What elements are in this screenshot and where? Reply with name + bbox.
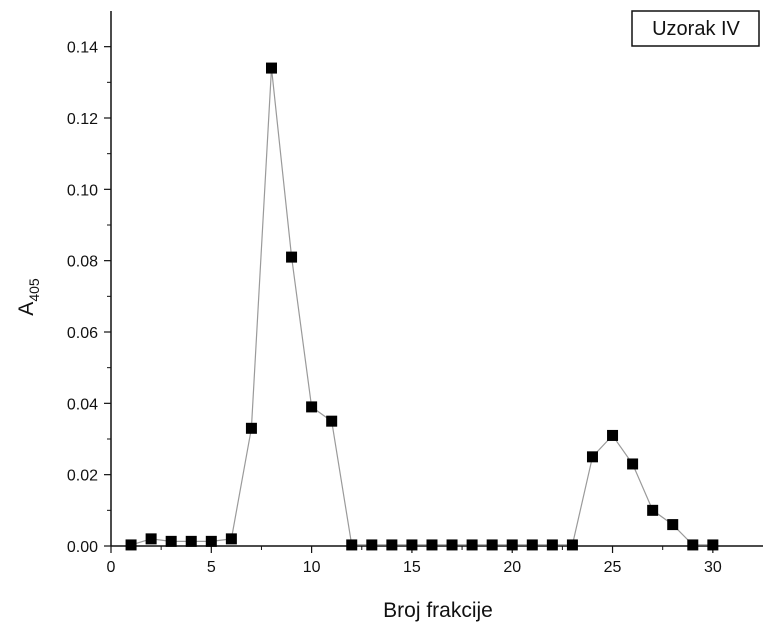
series-polyline [130, 68, 713, 546]
data-point [586, 451, 598, 463]
axes: 0.00 0.02 0.04 0.06 0.08 0.10 0.12 0.14 0 5 10 15 20… [67, 11, 763, 576]
y-tick-label: 0.06 [67, 325, 98, 342]
data-point [546, 539, 558, 551]
y-tick-label: 0.08 [67, 254, 98, 271]
data-point [667, 519, 679, 531]
data-point [486, 539, 498, 551]
x-tick-label: 5 [207, 559, 216, 576]
data-point [326, 415, 338, 427]
data-point [446, 539, 458, 551]
legend-box [631, 10, 760, 47]
data-point [366, 539, 378, 551]
x-tick-label: 15 [403, 559, 421, 576]
data-point [607, 429, 619, 441]
legend: Uzorak IV [631, 10, 760, 47]
y-tick-label: 0.04 [67, 396, 98, 413]
y-tick-label: 0.14 [67, 40, 98, 57]
y-tick-label: 0.10 [67, 182, 98, 199]
data-point [627, 458, 639, 470]
data-point [426, 539, 438, 551]
data-point [145, 533, 157, 545]
x-axis-title: Broj frakcije [383, 599, 493, 622]
data-point [306, 401, 318, 413]
x-tick-label: 30 [704, 559, 722, 576]
data-point [406, 539, 418, 551]
data-point [687, 539, 699, 551]
legend-label: Uzorak IV [652, 18, 740, 40]
data-point [566, 539, 578, 551]
y-tick-label: 0.02 [67, 468, 98, 485]
data-point [647, 504, 659, 516]
data-point [225, 533, 237, 545]
data-point [346, 539, 358, 551]
data-point [707, 539, 719, 551]
data-point [265, 62, 277, 74]
data-point [466, 539, 478, 551]
data-point [205, 535, 217, 547]
x-tick-label: 20 [503, 559, 521, 576]
data-point [286, 251, 298, 263]
data-point [165, 535, 177, 547]
data-point [386, 539, 398, 551]
y-tick-label: 0.12 [67, 111, 98, 128]
data-point [185, 535, 197, 547]
x-tick-label: 10 [303, 559, 321, 576]
data-point [506, 539, 518, 551]
y-tick-label: 0.00 [67, 539, 98, 556]
y-axis-title-subscript: 405 [26, 278, 42, 302]
data-point [526, 539, 538, 551]
series-line [130, 68, 713, 546]
svg-text:A405: A405 [15, 278, 42, 316]
data-point [125, 539, 137, 551]
data-point [245, 422, 257, 434]
x-tick-label: 25 [604, 559, 622, 576]
data-markers [125, 62, 719, 551]
y-axis-title: A405 [15, 278, 42, 316]
x-tick-label: 0 [107, 559, 116, 576]
y-axis-title-main: A [15, 302, 38, 316]
